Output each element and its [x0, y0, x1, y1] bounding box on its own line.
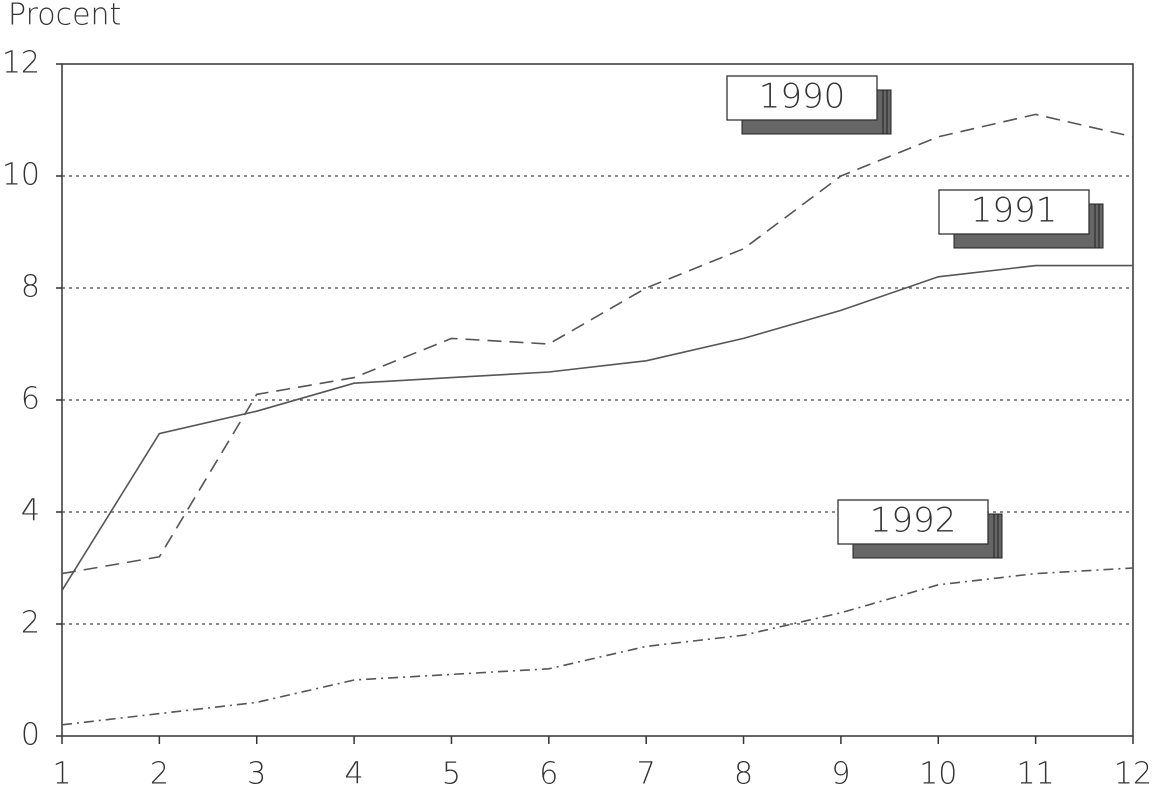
- x-tick-label: 11: [1017, 757, 1055, 791]
- y-tick-label: 0: [21, 718, 40, 753]
- legend-label: 1990: [759, 77, 846, 117]
- x-tick-label: 3: [247, 757, 266, 791]
- x-tick-label: 1: [52, 757, 71, 791]
- series-line: [61, 567, 1134, 726]
- y-tick-label: 6: [21, 382, 40, 417]
- label-box: [938, 189, 1090, 235]
- x-tick-label: 9: [831, 757, 850, 791]
- x-tick-label: 4: [345, 757, 364, 791]
- y-tick-label: 10: [2, 158, 40, 193]
- x-tick-label: 5: [442, 757, 461, 791]
- y-tick-label: 8: [21, 270, 40, 305]
- legend-label: 1992: [870, 501, 957, 541]
- x-tick-label: 10: [919, 757, 957, 791]
- y-tick-label: 2: [21, 606, 40, 641]
- label-box: [726, 75, 878, 121]
- series-line: [61, 264, 1133, 591]
- plot-frame: [61, 63, 1134, 737]
- y-tick-label: 4: [21, 494, 40, 529]
- series-line: [61, 113, 1134, 575]
- x-tick-label: 7: [637, 757, 656, 791]
- y-axis-label: Procent: [8, 0, 121, 33]
- x-tick-label: 12: [1114, 757, 1152, 791]
- label-box: [837, 499, 989, 545]
- x-tick-label: 2: [150, 757, 169, 791]
- x-tick-label: 8: [734, 757, 753, 791]
- y-tick-label: 12: [2, 46, 40, 81]
- legend-label: 1991: [971, 191, 1058, 231]
- x-tick-label: 6: [539, 757, 558, 791]
